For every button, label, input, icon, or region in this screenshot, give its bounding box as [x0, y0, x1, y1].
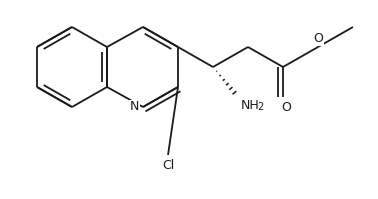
- Text: N: N: [130, 100, 139, 113]
- Text: Cl: Cl: [162, 159, 174, 172]
- Text: NH: NH: [241, 99, 260, 112]
- Text: O: O: [313, 32, 323, 45]
- Text: O: O: [281, 101, 291, 114]
- Text: 2: 2: [257, 102, 263, 112]
